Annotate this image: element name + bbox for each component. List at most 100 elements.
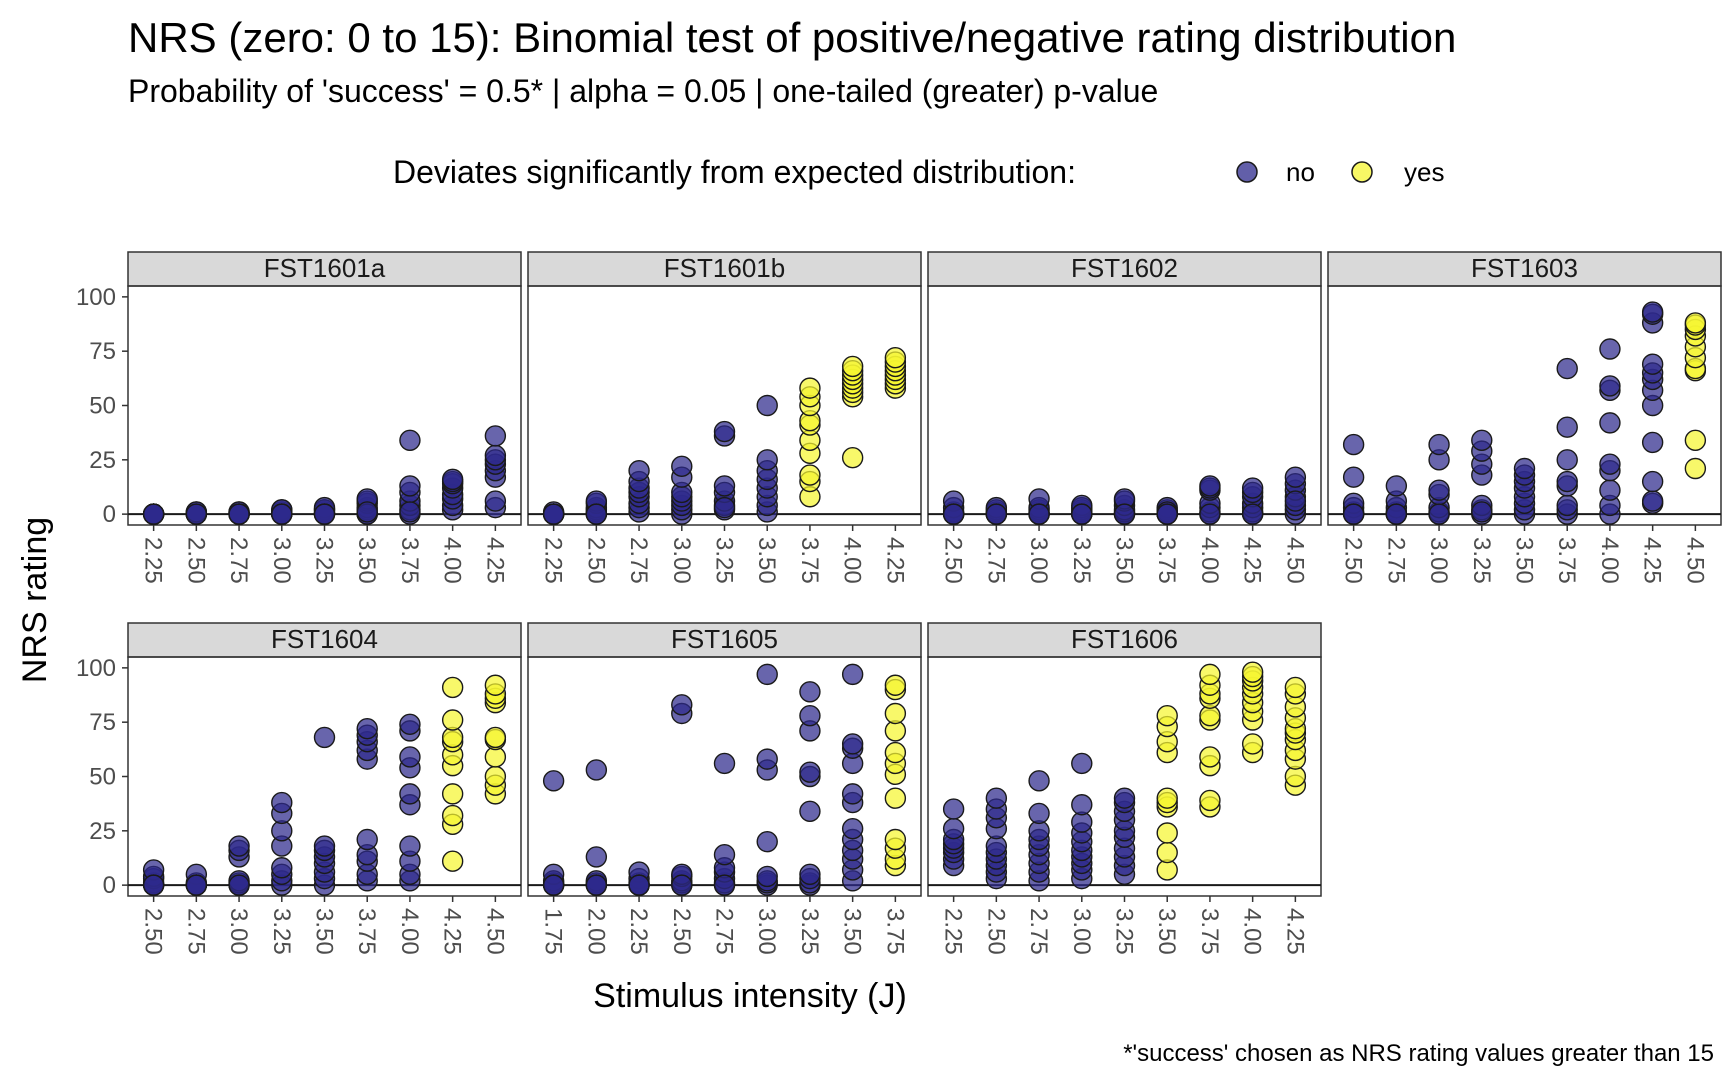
data-point bbox=[1028, 503, 1050, 525]
data-point bbox=[399, 429, 421, 451]
data-point bbox=[1556, 357, 1578, 380]
data-point bbox=[441, 850, 464, 872]
facet-label: FST1606 bbox=[1071, 624, 1178, 654]
legend-marker-no bbox=[1236, 161, 1258, 183]
data-point bbox=[1385, 503, 1408, 525]
x-tick-label: 4.25 bbox=[1239, 537, 1266, 584]
data-point bbox=[1028, 770, 1050, 792]
x-tick-label: 2.50 bbox=[582, 537, 609, 584]
x-tick-label: 2.75 bbox=[225, 537, 252, 584]
data-point bbox=[441, 783, 464, 805]
data-point bbox=[313, 835, 336, 857]
x-tick-label: 3.00 bbox=[1425, 537, 1452, 584]
data-point bbox=[799, 863, 821, 885]
data-point bbox=[399, 475, 421, 497]
data-point bbox=[542, 770, 565, 792]
data-point bbox=[1556, 416, 1578, 438]
y-tick-label: 75 bbox=[89, 338, 116, 365]
data-point bbox=[1599, 338, 1621, 360]
data-point bbox=[985, 503, 1008, 525]
data-point bbox=[799, 704, 821, 727]
data-point bbox=[756, 830, 778, 853]
data-point bbox=[271, 791, 293, 814]
data-point bbox=[1028, 802, 1050, 825]
data-point bbox=[713, 752, 736, 775]
x-tick-label: 3.25 bbox=[268, 908, 295, 955]
data-point bbox=[1284, 676, 1307, 699]
data-point bbox=[628, 459, 650, 482]
legend-marker-yes bbox=[1351, 161, 1373, 183]
point-group bbox=[142, 425, 507, 525]
x-tick-label: 4.25 bbox=[1639, 537, 1666, 584]
x-tick-label: 3.75 bbox=[1196, 908, 1223, 955]
facet-panel: FST1606 2.25 2.50 2.75 3.00 3.25 3.50 3.75 4.00 4… bbox=[927, 622, 1322, 955]
x-tick-label: 3.25 bbox=[1468, 537, 1495, 584]
data-point bbox=[799, 464, 821, 486]
chart-subtitle: Probability of 'success' = 0.5* | alpha … bbox=[128, 73, 1158, 109]
data-point bbox=[1199, 746, 1221, 768]
x-tick-label: 3.25 bbox=[311, 537, 338, 584]
data-point bbox=[484, 444, 507, 467]
x-tick-label: 4.00 bbox=[1239, 908, 1266, 955]
facet-panel: FST1603 2.50 2.75 3.00 3.25 3.50 3.75 4.00 4.25 4… bbox=[1327, 251, 1722, 584]
data-point bbox=[1071, 503, 1093, 525]
facet-strip bbox=[927, 622, 1322, 658]
x-tick-label: 3.75 bbox=[396, 537, 423, 584]
facet-label: FST1603 bbox=[1471, 253, 1578, 283]
data-point bbox=[884, 741, 907, 764]
data-point bbox=[884, 702, 907, 725]
data-point bbox=[713, 844, 736, 866]
x-tick-label: 4.25 bbox=[1281, 908, 1308, 955]
data-point bbox=[628, 874, 650, 896]
data-point bbox=[1684, 457, 1707, 480]
x-tick-label: 3.50 bbox=[753, 537, 780, 584]
data-point bbox=[228, 874, 250, 896]
data-point bbox=[1199, 663, 1221, 686]
x-tick-label: 2.75 bbox=[711, 908, 738, 955]
data-point bbox=[484, 425, 507, 447]
x-tick-label: 4.00 bbox=[1196, 537, 1223, 584]
data-point bbox=[756, 748, 778, 770]
data-point bbox=[228, 835, 250, 857]
data-point bbox=[484, 765, 507, 788]
facet-strip bbox=[1327, 251, 1722, 287]
data-point bbox=[1556, 494, 1578, 517]
point-group bbox=[1342, 301, 1707, 525]
x-tick-label: 2.50 bbox=[1340, 537, 1367, 584]
data-point bbox=[484, 490, 507, 512]
caption: *'success' chosen as NRS rating values g… bbox=[1123, 1040, 1714, 1067]
facet-strip bbox=[127, 622, 522, 658]
x-tick-label: 3.50 bbox=[1153, 908, 1180, 955]
data-point bbox=[142, 874, 165, 896]
facet-panel: FST1601b 2.25 2.50 2.75 3.00 3.25 3.50 3.75 4.00… bbox=[527, 251, 922, 584]
data-point bbox=[441, 676, 464, 699]
facet-strip bbox=[527, 251, 922, 287]
data-point bbox=[1156, 503, 1178, 525]
data-point bbox=[185, 503, 208, 525]
data-point bbox=[1428, 479, 1450, 501]
data-point bbox=[756, 394, 778, 417]
data-point bbox=[1684, 429, 1707, 451]
x-tick-label: 4.00 bbox=[396, 908, 423, 955]
data-point bbox=[399, 501, 421, 523]
x-tick-label: 2.75 bbox=[1025, 908, 1052, 955]
x-tick-label: 4.50 bbox=[1281, 537, 1308, 584]
data-point bbox=[585, 759, 608, 781]
data-point bbox=[1556, 449, 1578, 471]
y-tick-label: 100 bbox=[76, 284, 116, 311]
data-point bbox=[799, 681, 821, 703]
x-tick-label: 3.00 bbox=[668, 537, 695, 584]
x-tick-label: 3.00 bbox=[753, 908, 780, 955]
x-tick-label: 4.25 bbox=[881, 537, 908, 584]
data-point bbox=[713, 496, 736, 519]
data-point bbox=[841, 446, 864, 469]
x-tick-label: 3.75 bbox=[796, 537, 823, 584]
x-tick-label: 3.25 bbox=[711, 537, 738, 584]
data-point bbox=[1342, 466, 1365, 488]
x-tick-label: 3.50 bbox=[353, 537, 380, 584]
facet-panel: FST1605 1.75 2.00 2.25 2.50 2.75 3.00 3.25 3.50 3… bbox=[527, 622, 922, 955]
x-tick-label: 2.75 bbox=[1382, 537, 1409, 584]
x-tick-label: 2.75 bbox=[182, 908, 209, 955]
data-point bbox=[1284, 466, 1307, 488]
data-point bbox=[841, 355, 864, 378]
